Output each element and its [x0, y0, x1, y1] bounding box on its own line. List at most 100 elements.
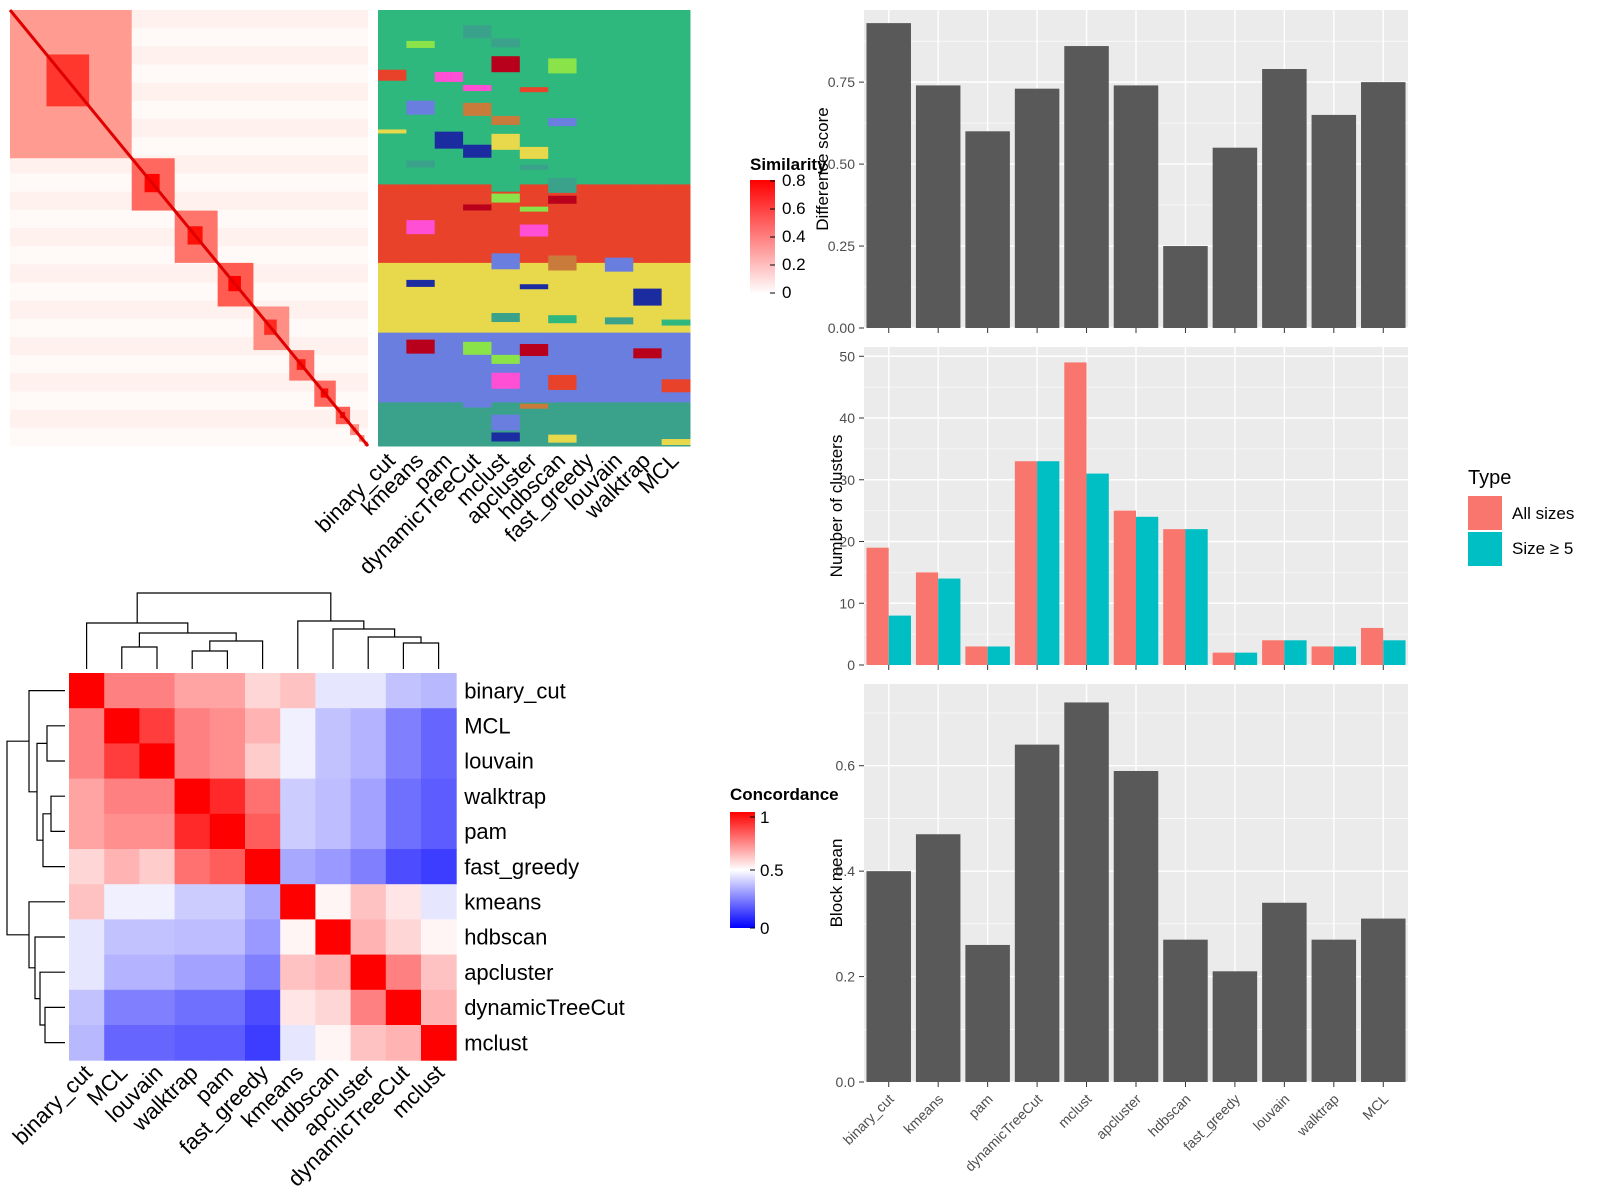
membership-stripe [378, 129, 407, 134]
concordance-cell [385, 743, 422, 780]
dendrogram-branch [50, 795, 65, 832]
concordance-cell [139, 989, 176, 1026]
bar-all-sizes [1212, 652, 1235, 665]
concordance-cell [280, 954, 316, 991]
membership-stripe [661, 379, 691, 393]
concordance-cell [174, 1025, 211, 1061]
membership-stripe [519, 206, 549, 212]
concordance-cell [139, 884, 176, 920]
bar [1311, 114, 1357, 328]
concordance-cell [315, 1025, 352, 1061]
membership-cell [519, 262, 549, 334]
membership-cell [548, 10, 578, 185]
y-tick-label: 0.0 [836, 1074, 856, 1090]
concordance-legend-title: Concordance [730, 785, 839, 804]
membership-stripe [491, 175, 521, 192]
x-tick-label: hdbscan [1145, 1091, 1194, 1140]
concordance-cell [104, 708, 140, 744]
type-legend: Type All sizes Size ≥ 5 [1468, 467, 1574, 566]
membership-stripe [463, 401, 492, 408]
membership-cell [576, 262, 606, 334]
membership-stripe [406, 100, 436, 115]
concordance-cell [104, 919, 140, 956]
concordance-row-label: louvain [464, 749, 534, 774]
concordance-cell [245, 708, 281, 744]
concordance-cell [69, 954, 105, 991]
concordance-cell [280, 778, 316, 815]
concordance-cell [350, 708, 387, 744]
dendrogram-branch [138, 632, 237, 647]
concordance-cell [315, 884, 352, 920]
similarity-tick-label: 0.6 [782, 199, 806, 218]
concordance-cell [315, 989, 352, 1026]
y-tick-label: 40 [839, 410, 855, 426]
membership-stripe [491, 372, 521, 389]
concordance-cell [315, 708, 352, 744]
concordance-cell [315, 673, 352, 709]
membership-stripe [491, 432, 521, 442]
concordance-cell [350, 813, 387, 850]
membership-cell [378, 184, 407, 264]
concordance-cell [245, 919, 281, 956]
concordance-cell [315, 919, 352, 956]
y-tick-label: 0.50 [828, 156, 855, 172]
membership-stripe [633, 348, 663, 359]
membership-stripe [548, 177, 578, 193]
concordance-cell [104, 813, 140, 850]
concordance-heatmap: binary_cut MCL louvain walktrap pam fast_gree… [6, 592, 625, 1191]
dendrogram-branch [332, 628, 396, 669]
y-axis-title: Number of clusters [827, 435, 846, 578]
concordance-cell [174, 743, 211, 780]
dendrogram-branch [36, 742, 47, 841]
concordance-cell [69, 708, 105, 744]
concordance-cell [421, 708, 457, 744]
concordance-row-label: walktrap [463, 784, 546, 809]
membership-cell [519, 402, 549, 447]
x-tick-label: kmeans [900, 1091, 946, 1137]
concordance-row-label: dynamicTreeCut [464, 995, 625, 1020]
concordance-cell [209, 813, 246, 850]
bar-all-sizes [1311, 646, 1334, 665]
concordance-row-label: hdbscan [464, 925, 547, 950]
bar-size-ge-5 [1333, 646, 1357, 665]
concordance-cell [209, 673, 246, 709]
membership-stripe [519, 146, 549, 159]
concordance-cell [315, 743, 352, 780]
membership-cell [661, 332, 691, 403]
bar [1311, 939, 1357, 1082]
concordance-column-labels: binary_cutMCLlouvainwalktrappamfast_gree… [8, 1060, 449, 1191]
bar-size-ge-5 [888, 615, 911, 665]
membership-cell [434, 262, 464, 334]
concordance-cell [104, 849, 140, 885]
concordance-column-label: binary_cut [8, 1060, 97, 1149]
membership-cell [633, 402, 663, 447]
concordance-cell [315, 954, 352, 991]
difference-score-chart: 0.00 0.25 0.50 0.75 Difference score [813, 10, 1408, 336]
concordance-cell [139, 954, 176, 991]
membership-cell [378, 262, 407, 334]
bar [1014, 88, 1060, 328]
membership-stripe [491, 414, 521, 431]
concordance-row-label: binary_cut [464, 678, 566, 703]
legend-swatch-size-ge-5 [1468, 532, 1502, 566]
membership-stripe [519, 224, 549, 237]
concordance-row-label: apcluster [464, 960, 553, 985]
concordance-cell [421, 743, 457, 780]
concordance-cell [139, 849, 176, 885]
concordance-tick-label: 0.5 [760, 861, 784, 880]
dendrogram-branch [209, 640, 264, 669]
concordance-cell [421, 778, 457, 815]
x-tick-label: mclust [1055, 1091, 1095, 1131]
y-axis-title: Block mean [827, 839, 846, 928]
concordance-cell [174, 778, 211, 815]
concordance-cell [69, 919, 105, 956]
membership-stripe [463, 222, 492, 236]
bar-size-ge-5 [1037, 461, 1060, 665]
concordance-cell [385, 849, 422, 885]
membership-cell [519, 332, 549, 403]
concordance-cell [245, 813, 281, 850]
membership-stripe [406, 40, 436, 48]
y-tick-label: 0.2 [836, 969, 856, 985]
bar-size-ge-5 [1136, 516, 1159, 665]
x-tick-label: walktrap [1293, 1091, 1342, 1140]
